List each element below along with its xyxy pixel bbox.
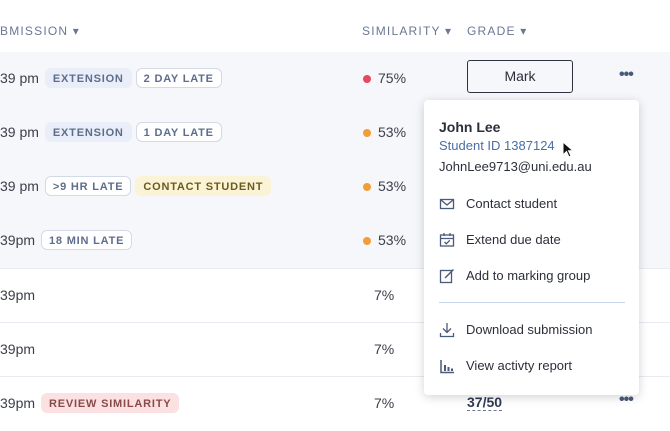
similarity-dot: [363, 237, 371, 245]
cursor: [562, 141, 575, 158]
similarity: 53%: [378, 124, 407, 140]
similarity: 53%: [378, 178, 407, 194]
submission-time: 39 pm: [0, 70, 39, 86]
student-popup: John Lee Student ID 1387124 JohnLee9713@…: [424, 100, 639, 395]
student-name: John Lee: [439, 119, 501, 135]
edit-icon: [439, 268, 455, 284]
student-email: JohnLee9713@uni.edu.au: [439, 159, 592, 174]
column-header[interactable]: SIMILARITY ▾: [362, 24, 453, 38]
column-header[interactable]: GRADE ▾: [467, 24, 528, 38]
column-header[interactable]: BMISSION ▾: [0, 24, 81, 38]
similarity: 7%: [374, 341, 395, 357]
mark-button[interactable]: Mark: [467, 60, 573, 93]
status-tag: 18 MIN LATE: [41, 230, 133, 250]
mail-icon: [439, 198, 455, 210]
calendar-icon: [439, 233, 455, 247]
status-tag: 2 DAY LATE: [135, 68, 222, 88]
submission-time: 39pm: [0, 232, 36, 248]
similarity: 7%: [374, 287, 395, 303]
submission-time: 39 pm: [0, 124, 39, 140]
menu-item[interactable]: Extend due date: [466, 232, 561, 247]
student-id: Student ID 1387124: [439, 138, 555, 153]
more-menu[interactable]: •••: [619, 66, 634, 83]
menu-item[interactable]: Download submission: [466, 322, 593, 337]
submission-time: 39pm: [0, 341, 36, 357]
menu-item[interactable]: Add to marking group: [466, 268, 591, 283]
status-tag: EXTENSION: [44, 122, 132, 142]
grade[interactable]: 37/50: [467, 394, 503, 411]
submission-time: 39pm: [0, 395, 36, 411]
similarity: 53%: [378, 232, 407, 248]
status-tag: CONTACT STUDENT: [135, 176, 272, 196]
status-tag: EXTENSION: [44, 68, 132, 88]
table-row[interactable]: 39 pm EXTENSION 2 DAY LATE 75% Mark •••: [0, 52, 670, 106]
submission-time: 39 pm: [0, 178, 39, 194]
divider: [439, 302, 625, 303]
chart-icon: [440, 360, 454, 374]
page: BMISSION ▾ SIMILARITY ▾ GRADE ▾ 39 pm EXT…: [0, 24, 670, 413]
similarity: 75%: [378, 70, 407, 86]
more-menu[interactable]: •••: [619, 391, 634, 408]
download-icon: [439, 323, 455, 338]
status-tag: REVIEW SIMILARITY: [41, 393, 180, 413]
menu-item[interactable]: Contact student: [466, 196, 558, 211]
similarity: 7%: [374, 395, 395, 411]
similarity-dot: [363, 183, 371, 191]
submission-time: 39pm: [0, 287, 36, 303]
status-tag: >9 HR LATE: [44, 176, 132, 196]
similarity-dot: [363, 129, 371, 137]
menu-item[interactable]: View activty report: [466, 358, 572, 373]
similarity-dot: [363, 75, 371, 83]
status-tag: 1 DAY LATE: [135, 122, 222, 142]
